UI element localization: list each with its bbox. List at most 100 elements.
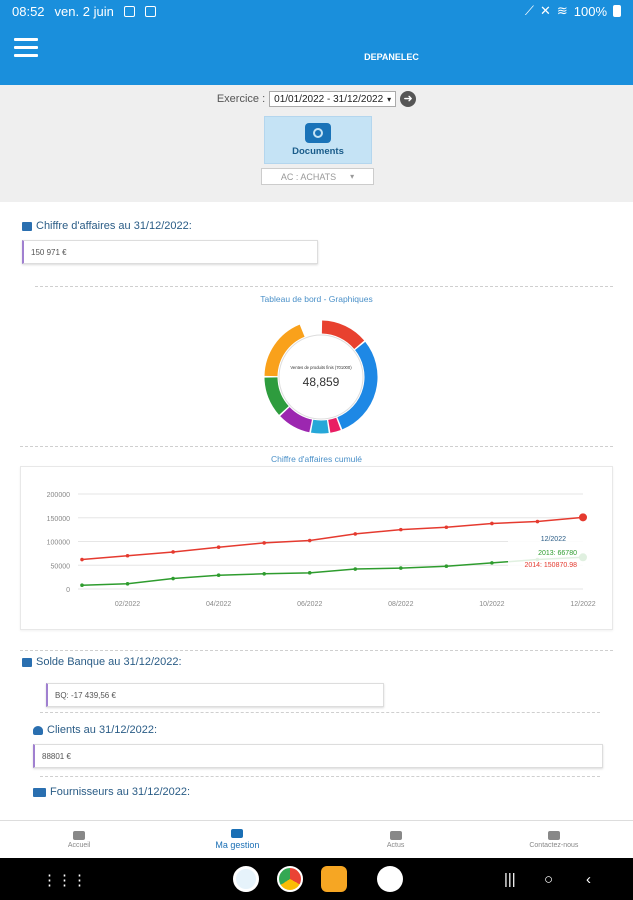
divider (35, 286, 613, 287)
data-point (80, 557, 84, 562)
x-tick-label: 04/2022 (206, 601, 231, 608)
data-point (444, 564, 449, 568)
data-point (353, 532, 358, 536)
cash-icon (22, 221, 32, 231)
nav-ma-gestion[interactable]: Ma gestion (158, 821, 316, 858)
bing-icon[interactable] (377, 866, 403, 892)
status-bar: 08:52 ven. 2 juin ⟋ ✕ ≋ 100% (0, 0, 633, 22)
line-chart: 0 50000 100000 150000 200000 02/2022 04/2022 06… (47, 492, 596, 608)
banque-title-text: Solde Banque au 31/12/2022: (36, 656, 182, 668)
y-tick-label: 50000 (51, 563, 71, 570)
y-tick-label: 0 (66, 587, 70, 594)
donut-segment (310, 419, 329, 434)
donut-value: 48,859 (303, 375, 340, 389)
series-line-2013 (81, 556, 584, 586)
nav-contact[interactable]: Contactez-nous (475, 821, 633, 858)
apps-grid-icon[interactable]: ⋮⋮⋮ (42, 872, 87, 889)
chart-tooltip: 12/2022 2013: 66780 2014: 150870.98 (508, 530, 590, 570)
data-point (353, 567, 358, 571)
data-point (171, 576, 175, 581)
back-icon[interactable]: ‹ (586, 871, 591, 888)
tooltip-line: 2013: 66780 (538, 550, 577, 557)
ca-value-box: 150 971 € (22, 240, 318, 264)
menu-icon[interactable] (14, 38, 38, 58)
series-line-2014 (81, 516, 584, 561)
x-tick-label: 08/2022 (388, 601, 413, 608)
truck-icon (33, 787, 46, 797)
donut-center (278, 334, 364, 420)
fournisseurs-title-text: Fournisseurs au 31/12/2022: (50, 786, 191, 798)
exercice-row: Exercice : 01/01/2022 - 31/12/2022 ▾ ➜ (0, 91, 633, 107)
exercice-select[interactable]: 01/01/2022 - 31/12/2022 ▾ (269, 91, 397, 107)
divider (40, 776, 600, 777)
data-point (80, 583, 84, 587)
ca-title-text: Chiffre d'affaires au 31/12/2022: (36, 220, 192, 232)
tooltip-period: 12/2022 (541, 536, 566, 543)
donut-segment (280, 406, 313, 433)
signal-icon: ⟋ (524, 3, 534, 18)
documents-button[interactable]: Documents (264, 116, 372, 164)
exercice-label: Exercice : (216, 93, 266, 105)
x-tick-label: 10/2022 (479, 601, 504, 608)
nav-label: Accueil (67, 841, 91, 849)
clients-value: 88801 € (42, 751, 71, 761)
ca-value: 150 971 € (31, 247, 67, 257)
checkbox-icon (144, 5, 156, 17)
contact-card-icon (547, 830, 560, 840)
home-icon (73, 830, 86, 840)
divider (40, 712, 600, 713)
data-point (444, 525, 449, 530)
nav-label: Actus (386, 841, 405, 849)
data-point (125, 553, 130, 558)
data-point (490, 561, 494, 565)
exercice-value: 01/01/2022 - 31/12/2022 (274, 93, 384, 105)
app-title: DEPANELEC (364, 52, 419, 62)
bottom-nav: Accueil Ma gestion Actus Contactez-nous (0, 820, 633, 858)
x-tick-label: 02/2022 (115, 601, 140, 608)
data-point (216, 545, 221, 549)
data-point (579, 513, 587, 522)
arrow-right-icon[interactable]: ➜ (400, 91, 417, 107)
y-tick-label: 150000 (47, 516, 70, 523)
chevron-down-icon: ▾ (350, 172, 355, 181)
x-tick-label: 12/2022 (570, 601, 595, 608)
data-point (307, 538, 312, 543)
status-time: 08:52 (12, 3, 45, 19)
app-bar: DEPANELEC (0, 22, 633, 85)
chart-title: Chiffre d'affaires cumulé (270, 454, 363, 464)
donut-segment (264, 377, 289, 415)
ledger-icon (231, 829, 244, 838)
data-point (399, 566, 403, 570)
banque-value-box: BQ: -17 439,56 € (46, 683, 384, 707)
home-button-icon[interactable]: ○ (544, 871, 554, 888)
clients-title-text: Clients au 31/12/2022: (47, 724, 158, 736)
chrome-icon[interactable] (277, 866, 303, 892)
donut-segment (321, 320, 365, 350)
clients-title: Clients au 31/12/2022: (33, 724, 157, 736)
files-icon[interactable] (321, 866, 347, 892)
data-point (490, 521, 494, 526)
divider (20, 446, 613, 447)
battery-icon (613, 5, 621, 17)
nav-actus[interactable]: Actus (317, 821, 475, 858)
skype-icon[interactable] (233, 866, 259, 892)
donut-segment (328, 417, 341, 433)
tooltip-line: 2014: 150870.98 (524, 562, 577, 569)
y-tick-label: 200000 (47, 492, 70, 499)
data-point (125, 581, 130, 586)
keyboard-icon (389, 830, 402, 840)
nav-accueil[interactable]: Accueil (0, 821, 158, 858)
status-date: ven. 2 juin (54, 3, 114, 19)
system-nav-bar (0, 858, 633, 900)
journal-select[interactable]: AC : ACHATS ▾ (261, 168, 374, 185)
gallery-icon (123, 5, 135, 17)
data-point (399, 527, 403, 532)
nav-label: Contactez-nous (529, 841, 579, 849)
filter-zone: Exercice : 01/01/2022 - 31/12/2022 ▾ ➜ D… (0, 85, 633, 202)
data-point (307, 571, 312, 575)
user-icon (33, 725, 43, 735)
camera-icon (305, 123, 331, 143)
recent-apps-icon[interactable]: ||| (504, 871, 516, 888)
fournisseurs-title: Fournisseurs au 31/12/2022: (33, 786, 190, 798)
battery-level: 100% (573, 3, 607, 19)
